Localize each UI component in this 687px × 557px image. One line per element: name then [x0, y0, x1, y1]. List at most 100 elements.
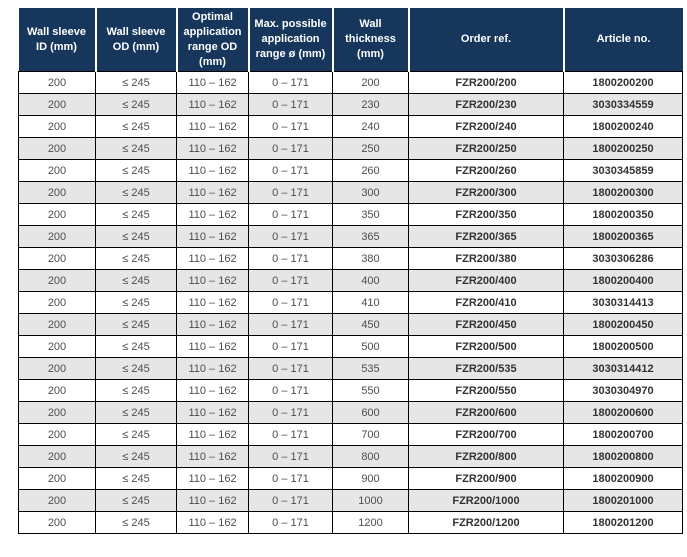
wall-sleeve-od-cell: ≤ 245 — [95, 489, 177, 513]
wall-sleeve-id-cell: 200 — [18, 357, 96, 381]
article-no-cell: 1800200365 — [563, 225, 683, 249]
table-row: 200 ≤ 245 110 – 162 0 – 171 1200 FZR200/1200 1… — [18, 511, 683, 535]
max-possible-application-range-cell: 0 – 171 — [248, 291, 333, 315]
max-possible-application-range-cell: 0 – 171 — [248, 71, 333, 95]
table-body: 200 ≤ 245 110 – 162 0 – 171 200 FZR200/200 180… — [18, 71, 683, 535]
wall-thickness-cell: 600 — [332, 401, 409, 425]
optimal-application-range-od-cell: 110 – 162 — [176, 137, 249, 161]
wall-sleeve-od-cell: ≤ 245 — [95, 313, 177, 337]
product-spec-table: Wall sleeve ID (mm) Wall sleeve OD (mm) Op… — [18, 8, 683, 535]
wall-thickness-cell: 1000 — [332, 489, 409, 513]
order-ref-cell: FZR200/365 — [408, 225, 564, 249]
column-header-wall-thickness: Wall thickness (mm) — [331, 8, 409, 72]
wall-sleeve-id-cell: 200 — [18, 423, 96, 447]
wall-sleeve-od-cell: ≤ 245 — [95, 203, 177, 227]
article-no-cell: 1800200900 — [563, 467, 683, 491]
max-possible-application-range-cell: 0 – 171 — [248, 357, 333, 381]
column-header-optimal-application-range-od: Optimal application range OD (mm) — [175, 8, 249, 72]
max-possible-application-range-cell: 0 – 171 — [248, 313, 333, 337]
table-header-row: Wall sleeve ID (mm) Wall sleeve OD (mm) Op… — [18, 8, 683, 72]
wall-sleeve-od-cell: ≤ 245 — [95, 93, 177, 117]
wall-sleeve-id-cell: 200 — [18, 269, 96, 293]
order-ref-cell: FZR200/1000 — [408, 489, 564, 513]
wall-thickness-cell: 410 — [332, 291, 409, 315]
article-no-cell: 1800200400 — [563, 269, 683, 293]
order-ref-cell: FZR200/550 — [408, 379, 564, 403]
wall-sleeve-od-cell: ≤ 245 — [95, 379, 177, 403]
wall-sleeve-id-cell: 200 — [18, 137, 96, 161]
wall-sleeve-od-cell: ≤ 245 — [95, 401, 177, 425]
table-row: 200 ≤ 245 110 – 162 0 – 171 400 FZR200/400 180… — [18, 269, 683, 293]
max-possible-application-range-cell: 0 – 171 — [248, 269, 333, 293]
wall-sleeve-id-cell: 200 — [18, 115, 96, 139]
wall-sleeve-od-cell: ≤ 245 — [95, 335, 177, 359]
wall-sleeve-id-cell: 200 — [18, 445, 96, 469]
wall-sleeve-id-cell: 200 — [18, 467, 96, 491]
max-possible-application-range-cell: 0 – 171 — [248, 445, 333, 469]
optimal-application-range-od-cell: 110 – 162 — [176, 71, 249, 95]
table-row: 200 ≤ 245 110 – 162 0 – 171 230 FZR200/230 303… — [18, 93, 683, 117]
optimal-application-range-od-cell: 110 – 162 — [176, 159, 249, 183]
wall-sleeve-od-cell: ≤ 245 — [95, 511, 177, 535]
order-ref-cell: FZR200/350 — [408, 203, 564, 227]
article-no-cell: 1800200600 — [563, 401, 683, 425]
article-no-cell: 1800200800 — [563, 445, 683, 469]
order-ref-cell: FZR200/400 — [408, 269, 564, 293]
article-no-cell: 1800200350 — [563, 203, 683, 227]
table-row: 200 ≤ 245 110 – 162 0 – 171 1000 FZR200/1000 1… — [18, 489, 683, 513]
table-row: 200 ≤ 245 110 – 162 0 – 171 500 FZR200/500 180… — [18, 335, 683, 359]
wall-thickness-cell: 200 — [332, 71, 409, 95]
table-row: 200 ≤ 245 110 – 162 0 – 171 240 FZR200/240 180… — [18, 115, 683, 139]
wall-sleeve-id-cell: 200 — [18, 401, 96, 425]
wall-thickness-cell: 500 — [332, 335, 409, 359]
table-row: 200 ≤ 245 110 – 162 0 – 171 535 FZR200/535 303… — [18, 357, 683, 381]
wall-sleeve-od-cell: ≤ 245 — [95, 137, 177, 161]
wall-sleeve-od-cell: ≤ 245 — [95, 115, 177, 139]
max-possible-application-range-cell: 0 – 171 — [248, 247, 333, 271]
optimal-application-range-od-cell: 110 – 162 — [176, 291, 249, 315]
wall-sleeve-od-cell: ≤ 245 — [95, 291, 177, 315]
wall-sleeve-id-cell: 200 — [18, 247, 96, 271]
article-no-cell: 1800201000 — [563, 489, 683, 513]
table-row: 200 ≤ 245 110 – 162 0 – 171 450 FZR200/450 180… — [18, 313, 683, 337]
article-no-cell: 1800200500 — [563, 335, 683, 359]
wall-sleeve-id-cell: 200 — [18, 511, 96, 535]
table-row: 200 ≤ 245 110 – 162 0 – 171 800 FZR200/800 180… — [18, 445, 683, 469]
article-no-cell: 1800201200 — [563, 511, 683, 535]
wall-sleeve-id-cell: 200 — [18, 335, 96, 359]
order-ref-cell: FZR200/200 — [408, 71, 564, 95]
column-header-max-possible-application-range: Max. possible application range ø (mm) — [247, 8, 333, 72]
wall-thickness-cell: 900 — [332, 467, 409, 491]
wall-sleeve-od-cell: ≤ 245 — [95, 159, 177, 183]
wall-thickness-cell: 240 — [332, 115, 409, 139]
order-ref-cell: FZR200/600 — [408, 401, 564, 425]
optimal-application-range-od-cell: 110 – 162 — [176, 335, 249, 359]
wall-thickness-cell: 250 — [332, 137, 409, 161]
max-possible-application-range-cell: 0 – 171 — [248, 401, 333, 425]
wall-thickness-cell: 535 — [332, 357, 409, 381]
optimal-application-range-od-cell: 110 – 162 — [176, 181, 249, 205]
max-possible-application-range-cell: 0 – 171 — [248, 467, 333, 491]
article-no-cell: 3030304970 — [563, 379, 683, 403]
wall-thickness-cell: 380 — [332, 247, 409, 271]
optimal-application-range-od-cell: 110 – 162 — [176, 313, 249, 337]
order-ref-cell: FZR200/1200 — [408, 511, 564, 535]
max-possible-application-range-cell: 0 – 171 — [248, 115, 333, 139]
max-possible-application-range-cell: 0 – 171 — [248, 489, 333, 513]
wall-thickness-cell: 800 — [332, 445, 409, 469]
order-ref-cell: FZR200/240 — [408, 115, 564, 139]
article-no-cell: 3030306286 — [563, 247, 683, 271]
optimal-application-range-od-cell: 110 – 162 — [176, 357, 249, 381]
article-no-cell: 1800200700 — [563, 423, 683, 447]
max-possible-application-range-cell: 0 – 171 — [248, 181, 333, 205]
wall-sleeve-od-cell: ≤ 245 — [95, 357, 177, 381]
wall-thickness-cell: 1200 — [332, 511, 409, 535]
order-ref-cell: FZR200/410 — [408, 291, 564, 315]
table-row: 200 ≤ 245 110 – 162 0 – 171 410 FZR200/410 303… — [18, 291, 683, 315]
wall-thickness-cell: 230 — [332, 93, 409, 117]
max-possible-application-range-cell: 0 – 171 — [248, 423, 333, 447]
max-possible-application-range-cell: 0 – 171 — [248, 335, 333, 359]
table-row: 200 ≤ 245 110 – 162 0 – 171 300 FZR200/300 180… — [18, 181, 683, 205]
wall-sleeve-od-cell: ≤ 245 — [95, 467, 177, 491]
